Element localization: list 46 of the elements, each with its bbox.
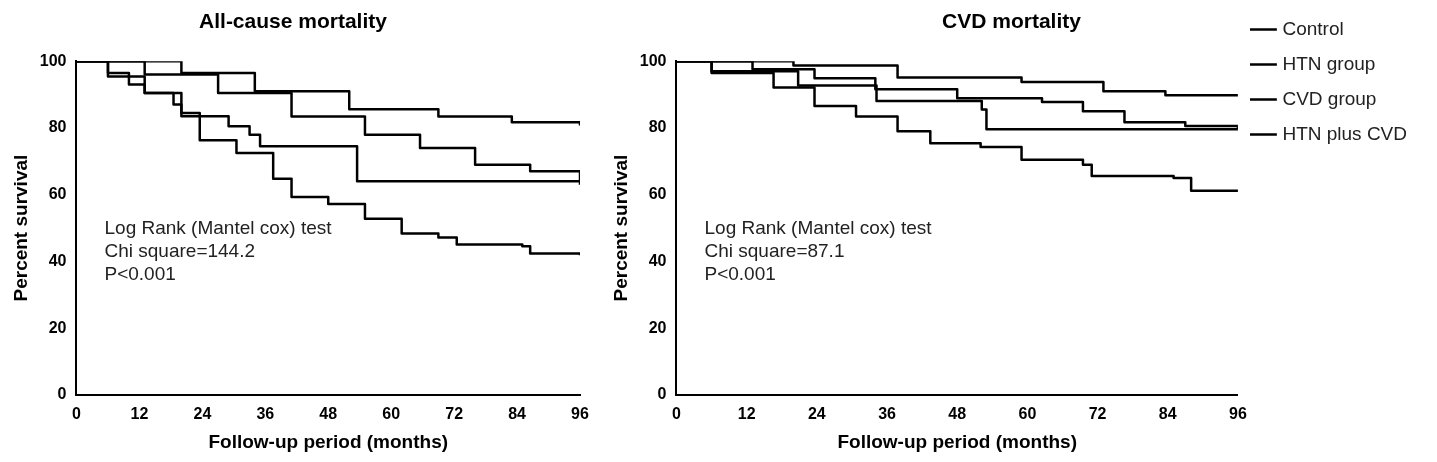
x-tick-label: 36 (256, 405, 275, 423)
x-tick-label: 48 (948, 405, 967, 423)
x-tick-label: 96 (1229, 405, 1247, 423)
y-axis-title: Percent survival (609, 154, 631, 302)
x-tick-label: 12 (737, 405, 756, 423)
annotation: Log Rank (Mantel cox) test (704, 216, 933, 238)
annotation: Chi square=144.2 (104, 239, 256, 261)
legend-label: HTN group (1282, 52, 1376, 74)
x-tick-label: 96 (571, 405, 589, 423)
x-tick-label: 48 (319, 405, 338, 423)
annotation: P<0.001 (704, 262, 776, 284)
x-tick-label: 72 (1088, 405, 1107, 423)
x-tick-label: 72 (445, 405, 464, 423)
y-tick-label: 60 (48, 185, 67, 203)
y-tick-label: 0 (57, 385, 67, 403)
x-tick-label: 24 (807, 405, 826, 423)
y-tick-label: 80 (648, 118, 667, 136)
x-axis-title: Follow-up period (months) (837, 430, 1077, 452)
y-tick-label: 80 (48, 118, 67, 136)
y-tick-label: 20 (48, 318, 67, 336)
x-tick-label: 0 (672, 405, 682, 423)
x-tick-label: 60 (1018, 405, 1037, 423)
y-tick-label: 40 (48, 251, 67, 269)
y-tick-label: 100 (639, 51, 667, 69)
y-tick-label: 100 (39, 51, 67, 69)
x-tick-label: 36 (878, 405, 897, 423)
x-tick-label: 84 (508, 405, 527, 423)
annotation: Chi square=87.1 (704, 239, 845, 261)
legend-label: Control (1282, 17, 1344, 39)
y-axis-title: Percent survival (9, 154, 31, 302)
x-tick-label: 24 (193, 405, 212, 423)
y-tick-label: 60 (648, 185, 667, 203)
y-tick-label: 40 (648, 251, 667, 269)
chart-title: All-cause mortality (199, 9, 388, 33)
legend-label: CVD group (1282, 87, 1377, 109)
x-tick-label: 0 (72, 405, 82, 423)
y-tick-label: 20 (648, 318, 667, 336)
chart-title: CVD mortality (942, 9, 1082, 33)
x-tick-label: 84 (1158, 405, 1177, 423)
annotation: P<0.001 (104, 262, 176, 284)
x-tick-label: 12 (130, 405, 149, 423)
x-axis-title: Follow-up period (months) (208, 430, 449, 452)
annotation: Log Rank (Mantel cox) test (104, 216, 333, 238)
x-tick-label: 60 (382, 405, 401, 423)
y-tick-label: 0 (657, 385, 667, 403)
legend-label: HTN plus CVD (1282, 122, 1407, 144)
